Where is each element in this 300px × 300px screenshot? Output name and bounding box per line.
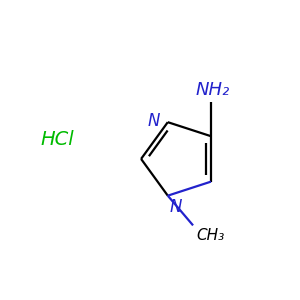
Text: NH₂: NH₂ bbox=[195, 81, 230, 99]
Text: N: N bbox=[148, 112, 161, 130]
Text: HCl: HCl bbox=[40, 130, 74, 149]
Text: CH₃: CH₃ bbox=[196, 228, 224, 243]
Text: N: N bbox=[169, 198, 182, 216]
